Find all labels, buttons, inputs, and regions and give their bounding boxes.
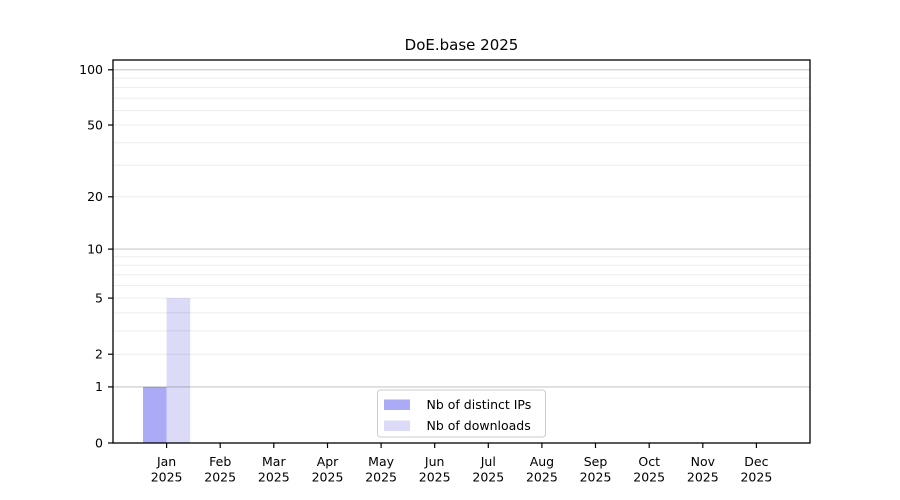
y-tick-label: 100 (79, 62, 103, 77)
x-tick-label-year: 2025 (740, 470, 772, 485)
legend-box (377, 389, 546, 438)
bar (166, 298, 191, 443)
y-tick-label: 5 (95, 290, 103, 305)
chart-title: DoE.base 2025 (405, 36, 519, 54)
legend-label: Nb of distinct IPs (427, 397, 532, 412)
x-tick-label-year: 2025 (151, 470, 183, 485)
x-tick-label-year: 2025 (472, 470, 504, 485)
x-tick-label-month: Nov (691, 454, 716, 469)
y-tick-label: 0 (95, 435, 103, 450)
x-tick-label-year: 2025 (419, 470, 451, 485)
legend-swatch (384, 399, 410, 410)
x-tick-label-year: 2025 (687, 470, 719, 485)
tick-labels-layer: 0125102050100Jan2025Feb2025Mar2025Apr202… (79, 62, 772, 484)
axes-layer (108, 59, 811, 448)
x-tick-label-year: 2025 (365, 470, 397, 485)
bar (143, 386, 167, 443)
plot-frame (112, 59, 811, 444)
y-tick-label: 10 (87, 241, 103, 256)
legend-swatch (384, 420, 410, 431)
x-tick-label-month: Jan (156, 454, 176, 469)
x-tick-label-year: 2025 (580, 470, 612, 485)
y-tick-label: 2 (95, 347, 103, 362)
x-tick-label-month: Oct (638, 454, 660, 469)
x-tick-label-month: Apr (317, 454, 339, 469)
x-tick-label-month: Sep (584, 454, 608, 469)
legend: Nb of distinct IPs Nb of downloads (377, 389, 546, 438)
x-tick-label-year: 2025 (258, 470, 290, 485)
y-tick-label: 50 (87, 117, 103, 132)
x-tick-label-month: Aug (530, 454, 554, 469)
y-tick-label: 1 (95, 379, 103, 394)
x-tick-label-month: Dec (744, 454, 768, 469)
x-tick-label-year: 2025 (204, 470, 236, 485)
x-tick-label-year: 2025 (526, 470, 558, 485)
x-tick-label-month: May (368, 454, 394, 469)
x-tick-label-month: Jul (480, 454, 496, 469)
x-tick-label-month: Feb (209, 454, 231, 469)
gridlines-layer (113, 69, 810, 388)
x-tick-label-year: 2025 (633, 470, 665, 485)
y-tick-label: 20 (87, 189, 103, 204)
bars-layer (143, 298, 191, 443)
x-tick-label-year: 2025 (312, 470, 344, 485)
x-tick-label-month: Mar (262, 454, 286, 469)
x-tick-label-month: Jun (424, 454, 445, 469)
legend-label: Nb of downloads (427, 418, 531, 433)
